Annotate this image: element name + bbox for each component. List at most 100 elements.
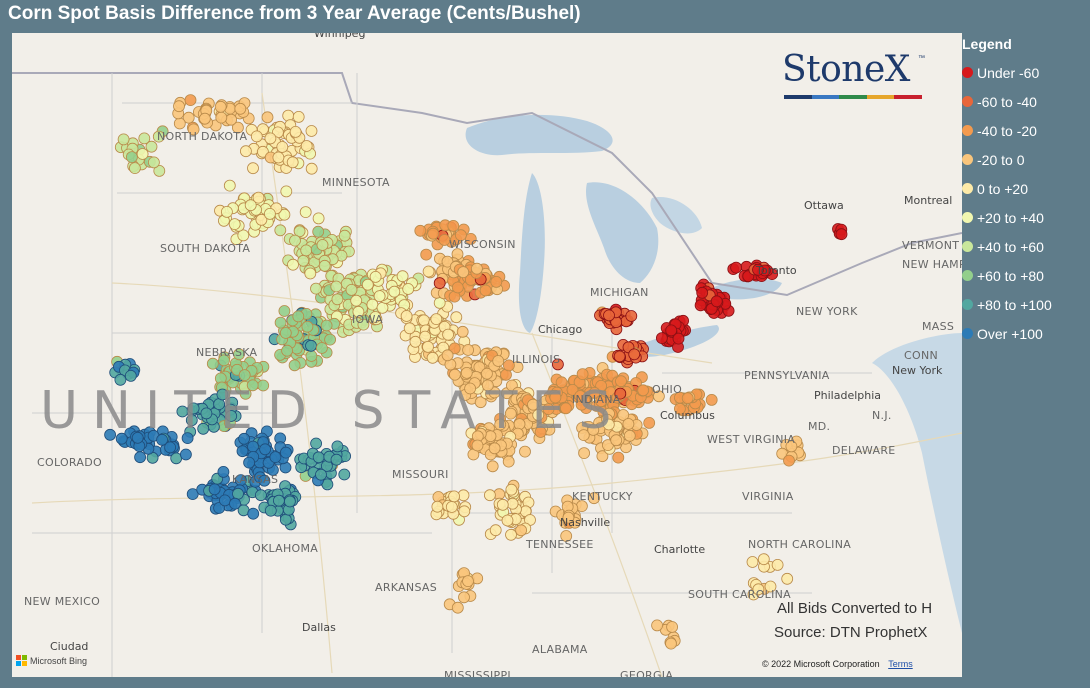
basis-point[interactable] bbox=[577, 429, 590, 442]
basis-point[interactable] bbox=[289, 234, 301, 247]
basis-point[interactable] bbox=[164, 441, 177, 454]
basis-point[interactable] bbox=[588, 492, 600, 505]
basis-point[interactable] bbox=[451, 601, 464, 614]
basis-point[interactable] bbox=[656, 332, 668, 345]
basis-point[interactable] bbox=[637, 384, 650, 397]
basis-point[interactable] bbox=[438, 234, 451, 246]
basis-point[interactable] bbox=[451, 281, 464, 294]
basis-point[interactable] bbox=[369, 270, 382, 283]
basis-point[interactable] bbox=[197, 422, 210, 435]
basis-point[interactable] bbox=[574, 390, 587, 402]
basis-point[interactable] bbox=[218, 494, 231, 507]
basis-point[interactable] bbox=[560, 402, 572, 415]
basis-point[interactable] bbox=[588, 386, 601, 399]
legend-item[interactable]: -60 to -40 bbox=[962, 87, 1090, 116]
basis-point[interactable] bbox=[187, 123, 200, 136]
basis-point[interactable] bbox=[552, 358, 564, 371]
basis-point[interactable] bbox=[217, 465, 230, 478]
basis-point[interactable] bbox=[129, 162, 141, 175]
basis-point[interactable] bbox=[331, 293, 344, 306]
basis-point[interactable] bbox=[441, 349, 454, 362]
basis-point[interactable] bbox=[447, 219, 460, 232]
basis-point[interactable] bbox=[460, 366, 473, 379]
basis-point[interactable] bbox=[304, 267, 317, 280]
basis-point[interactable] bbox=[131, 431, 144, 444]
basis-point[interactable] bbox=[486, 460, 499, 473]
terms-link[interactable]: Terms bbox=[888, 659, 913, 669]
basis-point[interactable] bbox=[239, 145, 252, 158]
basis-point[interactable] bbox=[182, 111, 195, 124]
basis-point[interactable] bbox=[456, 325, 469, 338]
basis-point[interactable] bbox=[305, 339, 317, 352]
basis-point[interactable] bbox=[225, 113, 238, 126]
basis-point[interactable] bbox=[315, 468, 327, 481]
basis-point[interactable] bbox=[247, 162, 259, 175]
basis-point[interactable] bbox=[576, 368, 589, 381]
basis-point[interactable] bbox=[320, 319, 333, 332]
basis-point[interactable] bbox=[450, 311, 463, 324]
basis-point[interactable] bbox=[422, 265, 435, 278]
basis-point[interactable] bbox=[258, 474, 271, 487]
basis-point[interactable] bbox=[237, 229, 250, 242]
basis-point[interactable] bbox=[274, 316, 287, 329]
legend-item[interactable]: Under -60 bbox=[962, 58, 1090, 87]
basis-point[interactable] bbox=[287, 258, 299, 271]
basis-point[interactable] bbox=[252, 191, 265, 204]
basis-point[interactable] bbox=[147, 156, 160, 169]
basis-point[interactable] bbox=[666, 621, 678, 633]
basis-point[interactable] bbox=[288, 359, 301, 372]
basis-point[interactable] bbox=[614, 387, 627, 400]
basis-point[interactable] bbox=[504, 407, 517, 420]
basis-point[interactable] bbox=[231, 121, 244, 134]
basis-point[interactable] bbox=[278, 208, 291, 221]
basis-point[interactable] bbox=[104, 428, 116, 441]
basis-point[interactable] bbox=[289, 126, 302, 138]
basis-point[interactable] bbox=[710, 295, 723, 308]
basis-point[interactable] bbox=[279, 513, 292, 526]
basis-point[interactable] bbox=[115, 432, 128, 445]
basis-point[interactable] bbox=[651, 619, 663, 632]
basis-point[interactable] bbox=[220, 205, 233, 218]
basis-point[interactable] bbox=[305, 125, 318, 137]
basis-point[interactable] bbox=[250, 130, 263, 143]
basis-point[interactable] bbox=[555, 376, 568, 389]
legend-item[interactable]: +80 to +100 bbox=[962, 290, 1090, 319]
basis-point[interactable] bbox=[560, 530, 573, 542]
basis-point[interactable] bbox=[216, 388, 229, 401]
basis-point[interactable] bbox=[234, 102, 247, 115]
basis-point[interactable] bbox=[179, 448, 192, 461]
basis-point[interactable] bbox=[441, 255, 454, 268]
basis-point[interactable] bbox=[752, 583, 765, 596]
basis-point[interactable] bbox=[612, 451, 625, 464]
basis-point[interactable] bbox=[764, 580, 777, 593]
basis-point[interactable] bbox=[297, 254, 310, 267]
basis-point[interactable] bbox=[705, 393, 718, 406]
basis-point[interactable] bbox=[409, 335, 422, 348]
basis-point[interactable] bbox=[587, 423, 600, 436]
map-canvas[interactable]: UNITED STATES NORTH DAKOTA MINNESOTA SOUTH… bbox=[12, 33, 962, 677]
basis-point[interactable] bbox=[613, 350, 626, 363]
basis-point[interactable] bbox=[527, 398, 539, 411]
basis-point[interactable] bbox=[272, 494, 285, 507]
basis-point[interactable] bbox=[615, 375, 627, 388]
basis-point[interactable] bbox=[752, 263, 764, 276]
basis-point[interactable] bbox=[746, 556, 759, 568]
basis-point[interactable] bbox=[124, 369, 137, 382]
basis-point[interactable] bbox=[243, 456, 256, 469]
basis-point[interactable] bbox=[515, 524, 528, 537]
basis-point[interactable] bbox=[781, 572, 794, 585]
legend-item[interactable]: 0 to +20 bbox=[962, 174, 1090, 203]
basis-point[interactable] bbox=[369, 311, 382, 323]
basis-point[interactable] bbox=[312, 451, 325, 464]
basis-point[interactable] bbox=[494, 418, 507, 431]
basis-point[interactable] bbox=[562, 511, 575, 524]
basis-point[interactable] bbox=[126, 151, 138, 163]
basis-point[interactable] bbox=[835, 228, 848, 241]
basis-point[interactable] bbox=[771, 559, 784, 571]
basis-point[interactable] bbox=[361, 278, 374, 291]
basis-point[interactable] bbox=[286, 156, 299, 169]
basis-point[interactable] bbox=[274, 224, 287, 237]
basis-point[interactable] bbox=[292, 310, 305, 323]
basis-point[interactable] bbox=[474, 396, 487, 409]
basis-point[interactable] bbox=[186, 488, 199, 501]
